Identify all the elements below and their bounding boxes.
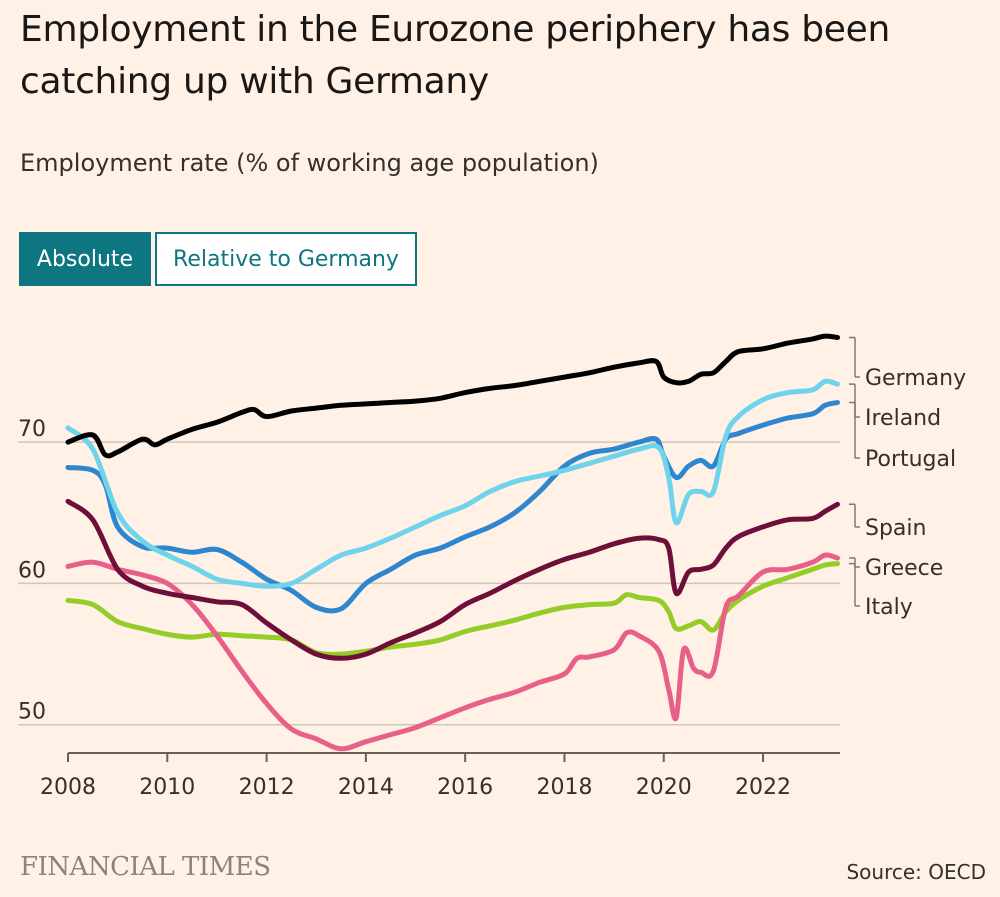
legend: Germany Ireland Portugal Spain Greece Italy: [849, 336, 966, 620]
legend-label-portugal: Portugal: [865, 447, 956, 472]
legend-connector-portugal: [849, 401, 860, 459]
legend-connector-spain: [849, 503, 860, 528]
x-tick-label-2012: 2012: [239, 775, 295, 800]
legend-connector-germany: [849, 336, 860, 378]
y-tick-label-50: 50: [18, 700, 46, 725]
ft-logo: FINANCIAL TIMES: [20, 852, 271, 882]
legend-label-ireland: Ireland: [865, 406, 941, 431]
series-line-spain: [65, 498, 840, 661]
chart-subtitle: Employment rate (% of working age popula…: [20, 149, 599, 177]
y-tick-label-60: 60: [18, 558, 46, 583]
source-note: Source: OECD: [846, 860, 986, 884]
series-lines: [65, 333, 840, 752]
series-line-greece: [65, 552, 840, 752]
chart-title: Employment in the Eurozone periphery has…: [20, 9, 891, 102]
legend-connector-italy: [849, 562, 860, 607]
tab-absolute[interactable]: Absolute: [19, 232, 151, 286]
series-line-ireland: [65, 378, 840, 589]
y-axis: 50 60 70: [18, 417, 46, 725]
legend-label-spain: Spain: [865, 516, 926, 541]
tab-relative-to-germany[interactable]: Relative to Germany: [155, 232, 417, 286]
x-tick-label-2016: 2016: [437, 775, 493, 800]
legend-label-greece: Greece: [865, 556, 943, 581]
view-toggle: Absolute Relative to Germany: [19, 232, 417, 286]
x-tick-label-2022: 2022: [735, 775, 791, 800]
x-axis: 2008 2010 2012 2014 2016 2018 2020 2022: [40, 752, 840, 800]
x-tick-label-2010: 2010: [139, 775, 195, 800]
x-tick-label-2020: 2020: [636, 775, 692, 800]
series-line-germany: [65, 333, 840, 459]
legend-label-italy: Italy: [865, 595, 913, 620]
legend-label-germany: Germany: [865, 366, 966, 391]
series-line-italy: [65, 561, 840, 657]
x-tick-label-2014: 2014: [338, 775, 394, 800]
x-tick-label-2018: 2018: [536, 775, 592, 800]
y-tick-label-70: 70: [18, 417, 46, 442]
x-tick-label-2008: 2008: [40, 775, 96, 800]
